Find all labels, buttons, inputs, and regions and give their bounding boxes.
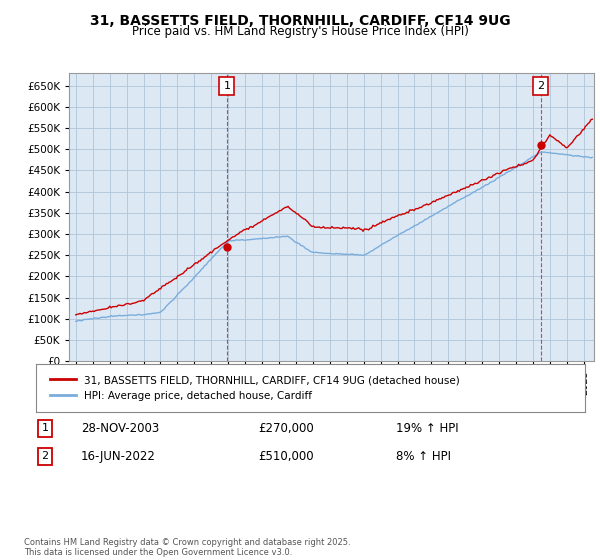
Text: 1: 1 xyxy=(41,423,49,433)
Text: £270,000: £270,000 xyxy=(258,422,314,435)
Text: 31, BASSETTS FIELD, THORNHILL, CARDIFF, CF14 9UG: 31, BASSETTS FIELD, THORNHILL, CARDIFF, … xyxy=(89,14,511,28)
Text: 28-NOV-2003: 28-NOV-2003 xyxy=(81,422,159,435)
Text: 2: 2 xyxy=(537,81,544,91)
Legend: 31, BASSETTS FIELD, THORNHILL, CARDIFF, CF14 9UG (detached house), HPI: Average : 31, BASSETTS FIELD, THORNHILL, CARDIFF, … xyxy=(47,372,463,404)
Text: Price paid vs. HM Land Registry's House Price Index (HPI): Price paid vs. HM Land Registry's House … xyxy=(131,25,469,38)
Text: 1: 1 xyxy=(223,81,230,91)
Text: 8% ↑ HPI: 8% ↑ HPI xyxy=(396,450,451,463)
Text: 2: 2 xyxy=(41,451,49,461)
Text: 16-JUN-2022: 16-JUN-2022 xyxy=(81,450,156,463)
Text: 19% ↑ HPI: 19% ↑ HPI xyxy=(396,422,458,435)
Text: Contains HM Land Registry data © Crown copyright and database right 2025.
This d: Contains HM Land Registry data © Crown c… xyxy=(24,538,350,557)
Text: £510,000: £510,000 xyxy=(258,450,314,463)
